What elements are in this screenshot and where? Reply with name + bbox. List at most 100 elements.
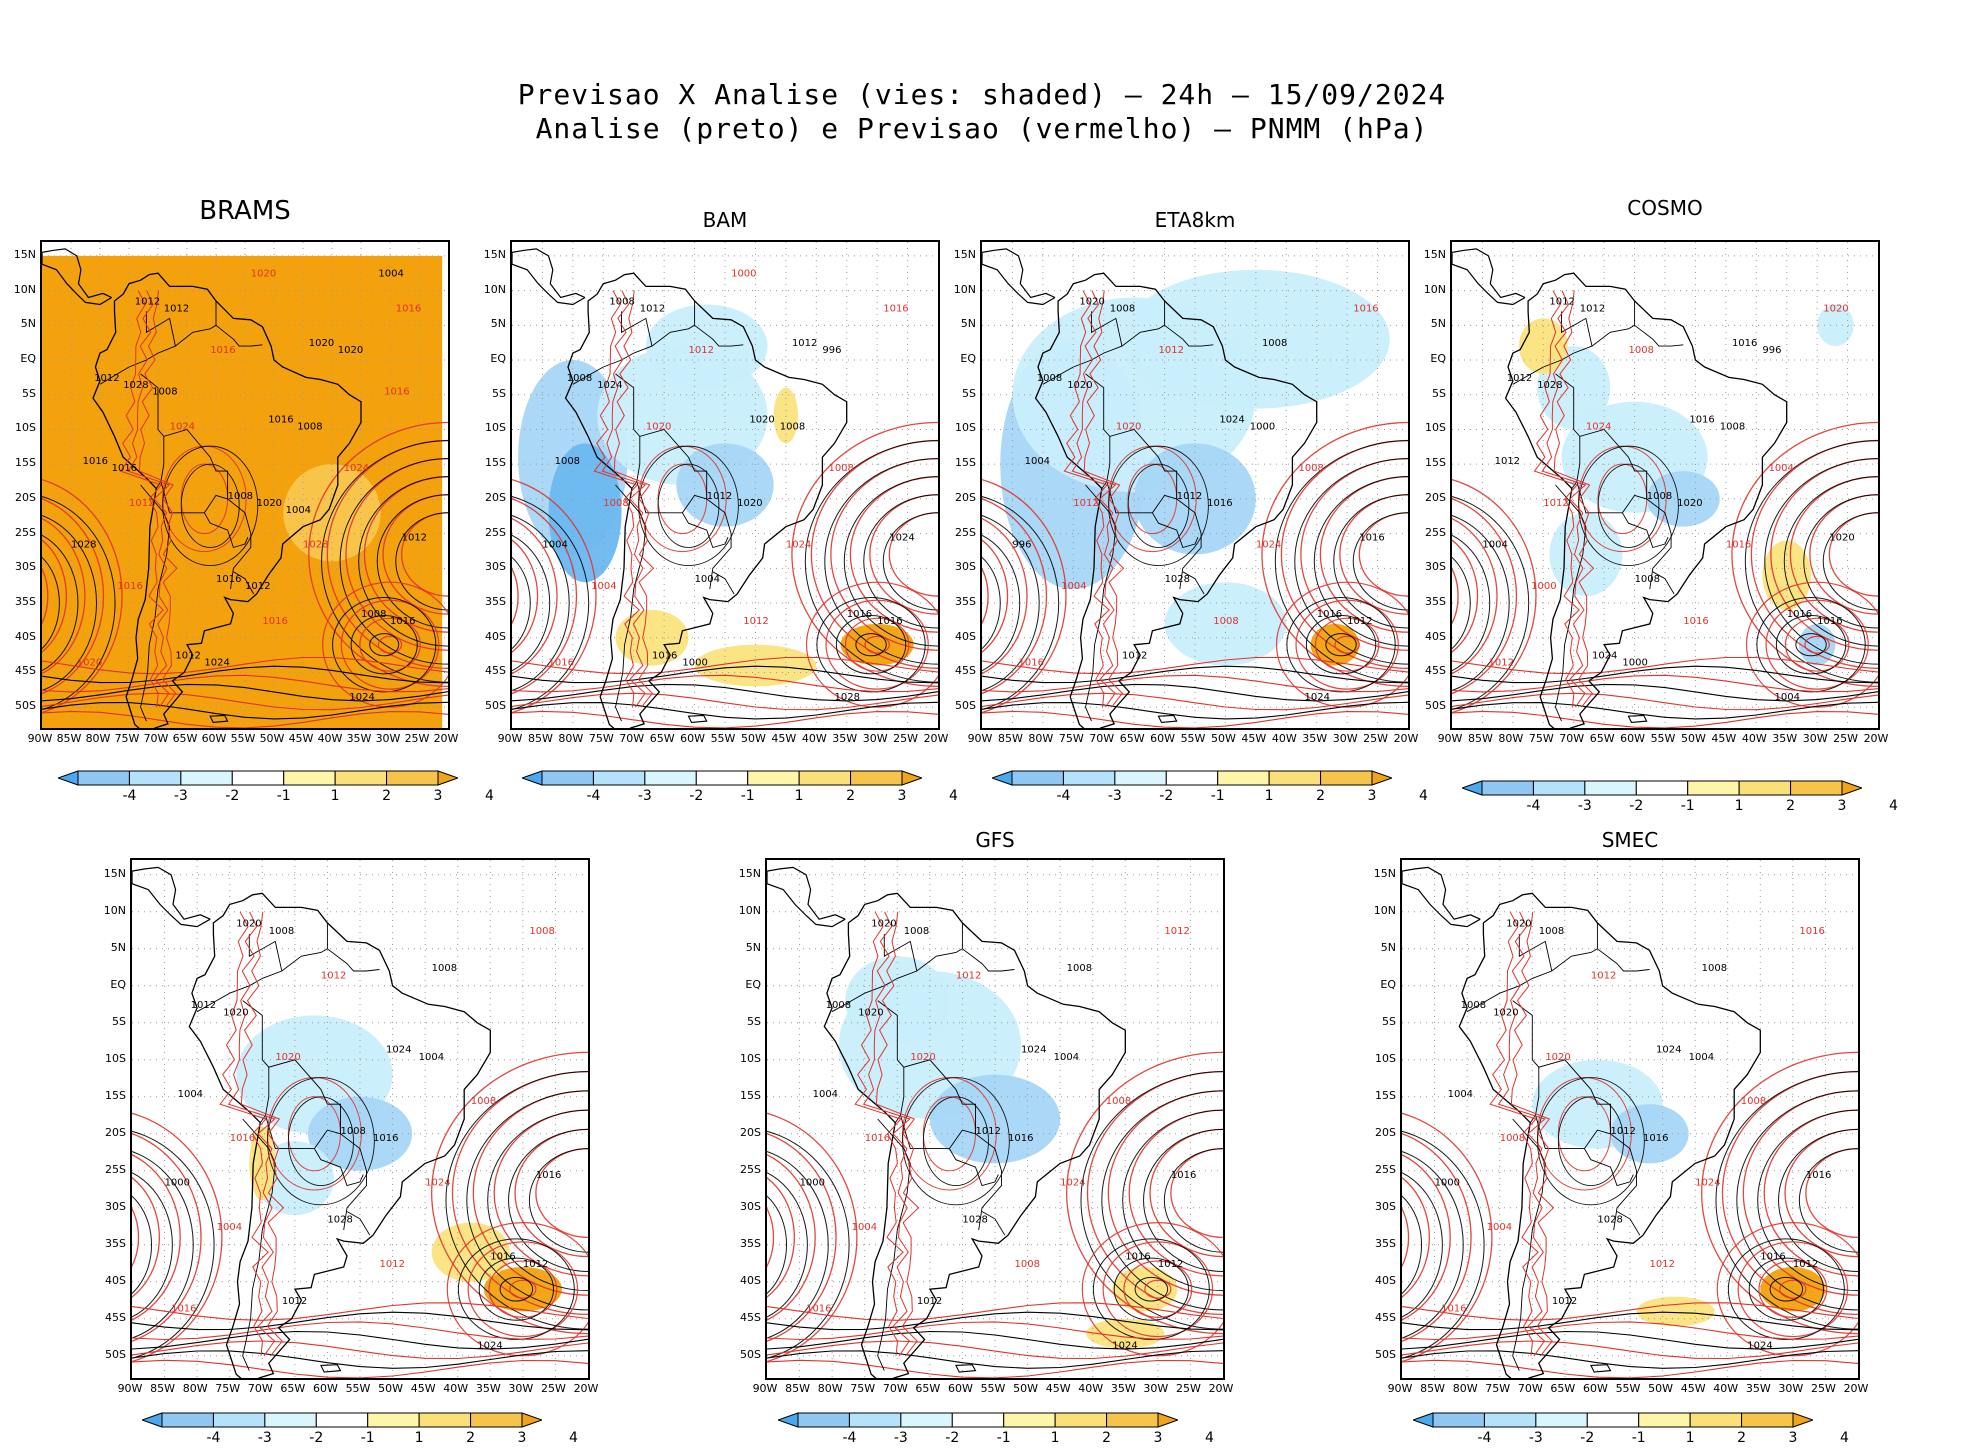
colorbar: -4 -3 -2 -1 1 2 3 4	[776, 1410, 1214, 1450]
lat-tick-label: 40S	[740, 1273, 761, 1287]
panel-map: 1008 1012 1016 1008 1020 1024 1016 1012 1008 1004…	[510, 240, 940, 730]
lon-tick-label: 20W	[573, 1382, 599, 1395]
colorbar-tick-label: 2	[846, 788, 856, 804]
svg-text:1008: 1008	[432, 963, 457, 974]
colorbar-tick-label: 4	[484, 788, 494, 804]
svg-text:1016: 1016	[396, 303, 421, 314]
lon-tick-label: 40W	[1741, 732, 1767, 745]
svg-text:1012: 1012	[191, 1000, 216, 1011]
colorbar-tick-label: 4	[568, 1430, 578, 1446]
figure-title-line-2: Analise (preto) e Previsao (vermelho) — …	[535, 112, 1429, 145]
svg-text:1016: 1016	[384, 387, 409, 398]
svg-text:1024: 1024	[386, 1044, 411, 1055]
lat-tick-label: 30S	[1375, 1199, 1396, 1213]
colorbar-tick-label: -4	[1477, 1430, 1492, 1446]
svg-text:1016: 1016	[1726, 539, 1751, 550]
svg-text:1008: 1008	[603, 498, 628, 509]
lat-tick-label: 25S	[1425, 525, 1446, 539]
lat-tick-label: 30S	[485, 560, 506, 574]
lon-tick-label: 25W	[540, 1382, 566, 1395]
svg-text:1008: 1008	[1500, 1133, 1525, 1144]
lon-tick-label: 50W	[1210, 732, 1236, 745]
svg-text:1012: 1012	[1552, 1296, 1577, 1307]
lat-tick-label: 15S	[485, 456, 506, 470]
lat-tick-label: 10N	[953, 282, 976, 296]
colorbar-tick-label: 3	[433, 788, 443, 804]
svg-text:1020: 1020	[749, 415, 774, 426]
lat-tick-label: 20S	[15, 490, 36, 504]
lat-tick-label: 40S	[955, 629, 976, 643]
lat-tick-label: 10S	[15, 421, 36, 435]
lon-tick-label: 55W	[980, 1382, 1006, 1395]
lon-tick-label: 20W	[433, 732, 459, 745]
svg-text:1004: 1004	[419, 1052, 444, 1063]
svg-text:1024: 1024	[1656, 1044, 1681, 1055]
lon-tick-label: 90W	[117, 1382, 143, 1395]
svg-text:1012: 1012	[164, 303, 189, 314]
lon-tick-label: 40W	[1713, 1382, 1739, 1395]
lon-tick-label: 35W	[1302, 732, 1328, 745]
svg-text:1020: 1020	[223, 1007, 248, 1018]
lon-tick-label: 30W	[375, 732, 401, 745]
lon-tick-label: 30W	[1143, 1382, 1169, 1395]
svg-text:1020: 1020	[251, 269, 276, 280]
svg-text:1020: 1020	[858, 1007, 883, 1018]
lon-tick-label: 55W	[1615, 1382, 1641, 1395]
svg-text:996: 996	[1762, 345, 1781, 356]
lat-tick-label: EQ	[110, 977, 126, 991]
lat-tick-label: 20S	[485, 490, 506, 504]
lat-tick-label: 50S	[485, 699, 506, 713]
svg-text:1016: 1016	[216, 574, 241, 585]
lon-tick-label: 60W	[680, 732, 705, 745]
svg-text:996: 996	[1012, 539, 1031, 550]
lat-tick-label: 15N	[953, 247, 976, 261]
lon-tick-label: 30W	[508, 1382, 534, 1395]
svg-text:1008: 1008	[1741, 1096, 1766, 1107]
lat-tick-label: 35S	[15, 595, 36, 609]
lon-tick-label: 35W	[1110, 1382, 1136, 1395]
lat-tick-label: 10S	[740, 1051, 761, 1065]
svg-text:1012: 1012	[1543, 498, 1568, 509]
lon-tick-label: 85W	[1420, 1382, 1445, 1395]
lat-tick-label: 10S	[955, 421, 976, 435]
svg-text:1012: 1012	[245, 581, 270, 592]
svg-text:1024: 1024	[1021, 1044, 1046, 1055]
lat-tick-label: 5S	[1432, 386, 1446, 400]
lat-tick-label: 15S	[15, 456, 36, 470]
lon-tick-label: 35W	[475, 1382, 501, 1395]
svg-text:1008: 1008	[1461, 1000, 1486, 1011]
svg-text:1024: 1024	[204, 658, 229, 669]
lon-tick-label: 60W	[312, 1382, 338, 1395]
lon-tick-label: 55W	[345, 1382, 371, 1395]
svg-text:1008: 1008	[1262, 338, 1287, 349]
panel-title: BRAMS	[199, 196, 291, 226]
colorbar-tick-label: 3	[1837, 798, 1847, 814]
lat-tick-label: 35S	[955, 595, 976, 609]
svg-text:1012: 1012	[743, 616, 768, 627]
panel-map: 1008 1012 1016 1020 1024 1016 1012 1008 1004 1028…	[1400, 858, 1860, 1380]
colorbar-tick-label: 1	[330, 788, 340, 804]
colorbar-tick-label: -2	[945, 1430, 960, 1446]
lon-tick-label: 60W	[947, 1382, 973, 1395]
colorbar-tick-label: -1	[276, 788, 291, 804]
svg-text:1016: 1016	[112, 463, 137, 474]
svg-text:1004: 1004	[1689, 1052, 1714, 1063]
lat-tick-label: 30S	[740, 1199, 761, 1213]
svg-text:1024: 1024	[1256, 539, 1281, 550]
colorbar-tick-label: 1	[1050, 1430, 1060, 1446]
lon-tick-label: 65W	[280, 1382, 306, 1395]
svg-text:1004: 1004	[1768, 463, 1793, 474]
lat-tick-label: 15N	[738, 866, 761, 880]
lon-tick-label: 55W	[710, 732, 736, 745]
colorbar-tick-label: 1	[794, 788, 804, 804]
lon-tick-label: 50W	[378, 1382, 403, 1395]
svg-text:1016: 1016	[1817, 616, 1842, 627]
svg-text:1012: 1012	[792, 338, 817, 349]
svg-text:1008: 1008	[609, 296, 634, 307]
svg-text:1028: 1028	[835, 692, 860, 703]
lat-tick-label: 20S	[1425, 490, 1446, 504]
lon-tick-label: 25W	[1833, 732, 1858, 745]
lat-tick-label: 5S	[112, 1014, 126, 1028]
colorbar-tick-label: -2	[1580, 1430, 1595, 1446]
colorbar-tick-label: 2	[1737, 1430, 1747, 1446]
